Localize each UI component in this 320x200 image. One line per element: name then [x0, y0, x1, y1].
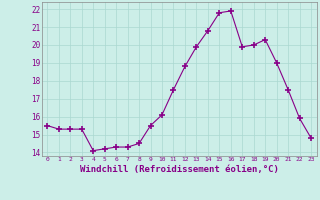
- X-axis label: Windchill (Refroidissement éolien,°C): Windchill (Refroidissement éolien,°C): [80, 165, 279, 174]
